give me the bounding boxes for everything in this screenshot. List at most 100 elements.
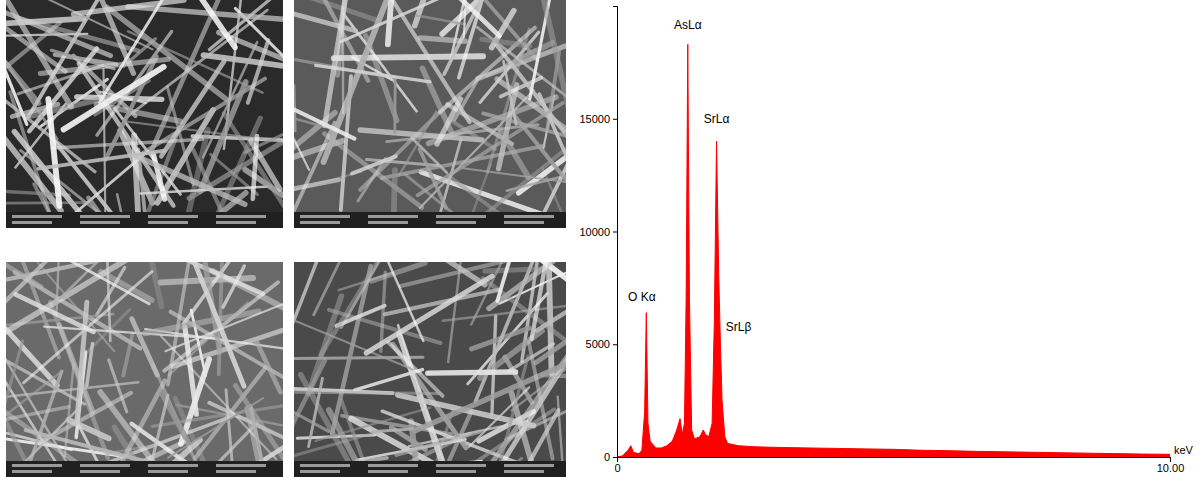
info-mark [80, 215, 130, 218]
info-mark [436, 464, 486, 467]
fiber [388, 343, 442, 396]
sem-image [6, 262, 283, 477]
fiber [54, 262, 149, 304]
sem-image [6, 0, 283, 228]
info-mark [148, 221, 188, 224]
fiber [251, 406, 262, 459]
fiber [168, 398, 263, 458]
fiber [73, 0, 184, 14]
x-axis-line [618, 458, 1171, 463]
fiber [79, 64, 174, 206]
fiber [417, 103, 562, 195]
fiber [294, 397, 329, 431]
info-mark [148, 215, 198, 218]
fiber [366, 276, 492, 353]
fiber [143, 262, 162, 307]
info-mark [504, 464, 554, 467]
info-mark [436, 470, 476, 473]
y-tick: 15000 [579, 113, 617, 125]
peak-label: AsLα [674, 18, 702, 32]
info-mark [12, 470, 52, 473]
fiber [96, 104, 180, 121]
fiber [6, 407, 69, 430]
info-mark [216, 215, 266, 218]
fiber [6, 0, 71, 107]
info-mark [504, 470, 544, 473]
fiber [448, 262, 467, 362]
y-tick: 0 [604, 451, 617, 463]
x-tick: 0 [614, 457, 620, 474]
sem-image [294, 262, 566, 477]
fiber [537, 304, 566, 331]
fiber [321, 262, 410, 355]
fiber [87, 343, 93, 385]
fiber [294, 432, 378, 456]
y-tick: 5000 [586, 338, 617, 350]
info-mark [436, 221, 476, 224]
x-tick-label: 0 [614, 462, 620, 474]
fiber [38, 151, 164, 169]
fiber [314, 262, 347, 315]
info-mark [368, 215, 418, 218]
y-tick-label: 5000 [586, 338, 610, 350]
fiber [167, 87, 193, 185]
info-mark [216, 464, 266, 467]
fiber [536, 330, 566, 363]
info-mark [148, 464, 198, 467]
y-axis: 0 5000 10000 15000 [579, 7, 617, 464]
figure: 010.00050001000015000keVO KαAsLαSrLαSrLβ [0, 0, 1201, 477]
info-bar [6, 212, 283, 228]
fiber [355, 370, 423, 390]
fiber [428, 372, 516, 373]
x-tick-label: 10.00 [1157, 462, 1185, 474]
fiber [463, 168, 566, 188]
fiber [488, 356, 528, 477]
fiber [173, 0, 235, 47]
y-axis-line [613, 7, 618, 458]
fiber [399, 111, 437, 176]
info-bar [294, 461, 566, 477]
fiber [482, 39, 530, 46]
info-mark [216, 470, 256, 473]
fiber [253, 136, 257, 199]
info-mark [216, 221, 256, 224]
fiber [6, 262, 74, 340]
info-mark [80, 464, 130, 467]
spectrum [617, 44, 1170, 457]
fiber [401, 262, 520, 286]
fiber [352, 156, 396, 173]
fiber [165, 288, 283, 351]
fiber [294, 127, 309, 170]
x-tick: 10.00 [1157, 457, 1185, 474]
fiber [65, 365, 74, 457]
y-tick-label: 10000 [579, 226, 610, 238]
peak-label: O Kα [628, 290, 656, 304]
fiber [99, 0, 186, 102]
fiber [161, 336, 277, 459]
fiber [497, 262, 515, 301]
y-tick-mark [613, 119, 617, 120]
fiber [334, 56, 483, 58]
fiber [393, 77, 396, 133]
y-tick: 10000 [579, 226, 617, 238]
fiber [420, 38, 465, 41]
info-mark [300, 470, 340, 473]
fiber [196, 118, 260, 228]
info-mark [436, 215, 486, 218]
fiber [223, 266, 244, 307]
fiber [503, 61, 516, 124]
info-mark [80, 221, 120, 224]
info-mark [368, 470, 408, 473]
fiber [48, 99, 59, 206]
fiber [248, 40, 268, 103]
fiber [443, 304, 566, 321]
fiber [464, 0, 468, 38]
fiber [145, 311, 258, 333]
fiber [135, 156, 244, 205]
fiber [44, 327, 215, 339]
fiber [372, 263, 425, 281]
y-tick-mark [613, 457, 617, 458]
info-bar [294, 212, 566, 228]
info-mark [300, 221, 340, 224]
peak-label: SrLβ [726, 320, 752, 334]
